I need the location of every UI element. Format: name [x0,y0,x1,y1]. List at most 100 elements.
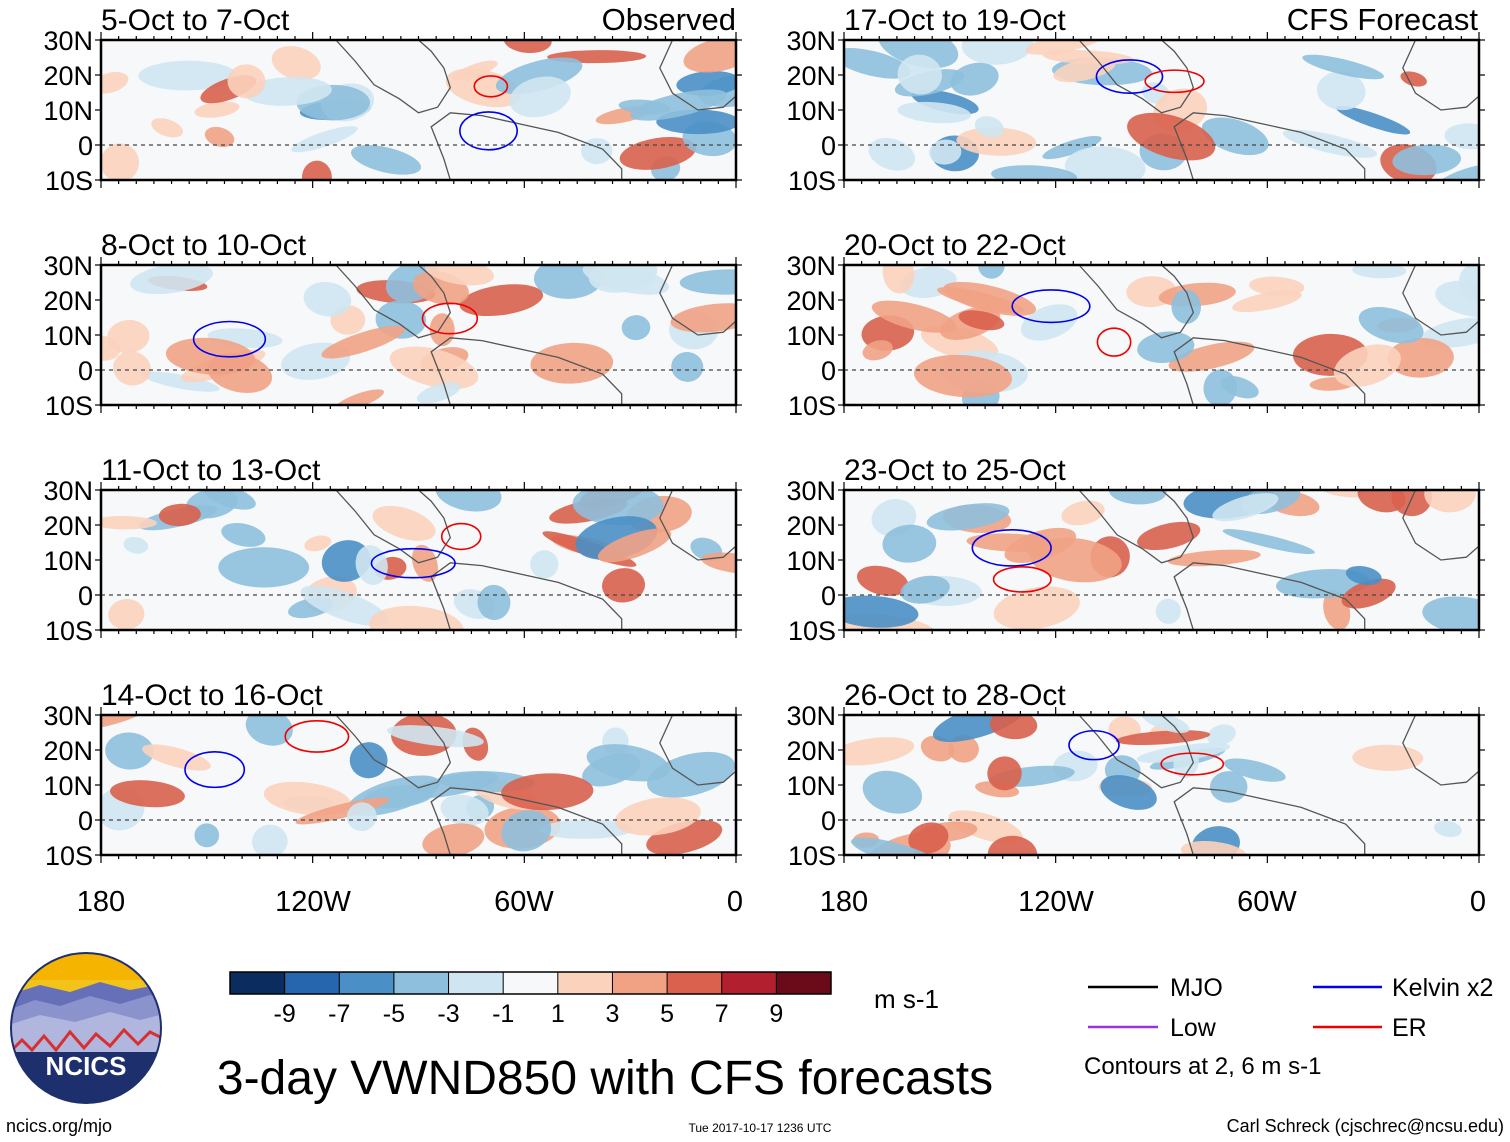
anomaly-blob [151,118,183,138]
anomaly-blob [1115,730,1211,746]
anomaly-blob [389,346,479,390]
legend-er-label: ER [1392,1014,1427,1042]
coastline-africa [1402,265,1479,336]
lat-label: 10S [788,841,836,871]
lat-label: 30N [786,701,836,731]
anomaly-blob [948,810,1023,844]
anomaly-blob [194,823,220,848]
anomaly-blob [416,382,461,404]
lat-label: 20N [43,286,93,316]
lat-label: 20N [43,61,93,91]
lat-label: 0 [821,131,836,161]
anomaly-blob [271,46,321,81]
lat-label: 20N [786,61,836,91]
lat-label: 0 [821,356,836,386]
anomaly-blob [1042,135,1102,160]
lon-label: 60W [1237,886,1297,918]
lat-label: 10S [45,391,93,421]
lat-label: 30N [786,476,836,506]
er-contour [473,75,509,98]
lon-label: 60W [494,886,554,918]
anomaly-blob [1345,565,1382,586]
colorbar-tick-label: -5 [383,1000,405,1028]
er-contour [440,522,482,551]
map-panel: 11-Oct to 13-Oct 30N 20N 10N 0 10S [43,454,742,646]
lat-label: 10S [788,166,836,196]
anomaly-blob [1206,724,1236,746]
colorbar-swatch [776,972,832,994]
anomaly-blob [1302,54,1384,80]
map-panel: 14-Oct to 16-Oct 30N 20N 10N 0 10S [43,679,742,871]
er-contour [421,302,479,335]
anomaly-blob [245,715,293,746]
kelvin-contour [184,750,246,789]
anomaly-blob [349,742,388,779]
lon-label: 120W [275,886,351,918]
coastline-samerica [1173,337,1366,405]
anomaly-blob [597,528,672,563]
colorbar-tick-label: -7 [328,1000,350,1028]
kelvin-contour [459,111,518,151]
anomaly-blob [900,575,950,604]
lon-label: 0 [1470,886,1486,918]
kelvin-contour [192,320,267,358]
anomaly-blob [130,265,213,295]
colorbar-swatch [448,972,504,994]
anomaly-blob [920,735,955,762]
coastline-mexico [1078,490,1195,564]
anomaly-blob [1392,144,1462,176]
anomaly-blob [110,780,185,808]
anomaly-blob [101,71,129,94]
website-link[interactable]: ncics.org/mjo [6,1116,112,1136]
anomaly-blob [1155,598,1181,624]
anomaly-blob [1232,290,1302,313]
colorbar-tick-label: -9 [274,1000,296,1028]
lat-label: 0 [821,806,836,836]
legend-mjo-label: MJO [1170,974,1223,1002]
anomaly-blob [850,837,941,855]
anomaly-blob [459,284,544,317]
anomaly-blob [1341,578,1396,609]
kelvin-contour [971,529,1052,567]
figure-title: 3-day VWND850 with CFS forecasts [217,1052,993,1105]
anomaly-blob [372,505,436,541]
cfs-forecast-header: CFS Forecast [1287,2,1479,37]
anomaly-blob [926,503,1010,531]
lon-label: 0 [727,886,743,918]
lat-label: 20N [786,736,836,766]
anomaly-blob [218,547,310,588]
anomaly-blob [856,565,909,596]
panel-period-label: 20-Oct to 22-Oct [844,229,1066,262]
lat-label: 10S [788,391,836,421]
lat-label: 20N [786,511,836,541]
anomaly-blob [1422,596,1479,630]
lat-label: 10N [786,546,836,576]
lat-label: 30N [786,251,836,281]
legend-low-label: Low [1170,1014,1217,1042]
map-panel: 8-Oct to 10-Oct 30N 20N 10N 0 10S [43,229,742,421]
lon-label: 180 [77,886,125,918]
anomaly-blob [1352,265,1407,279]
anomaly-blob [1127,112,1216,161]
anomaly-blob [1042,50,1134,65]
map-panel: 20-Oct to 22-Oct 30N 20N 10N 0 10S [786,229,1485,421]
anomaly-blob [495,57,583,95]
anomaly-blob [509,76,571,118]
contour-note: Contours at 2, 6 m s-1 [1084,1053,1321,1080]
anomaly-blob [1424,490,1476,513]
anomaly-blob [300,585,389,627]
map-panel: 26-Oct to 28-Oct 30N 20N 10N 0 10S [786,679,1485,871]
anomaly-blob [844,737,915,766]
anomaly-blob [101,143,139,180]
anomaly-blob [321,325,405,359]
anomaly-blob [601,568,646,603]
lat-label: 30N [43,26,93,56]
lat-label: 0 [78,581,93,611]
anomaly-blob [1025,40,1107,55]
anomaly-blob [422,823,485,855]
lon-label: 120W [1018,886,1094,918]
anomaly-blob [429,313,455,347]
anomaly-blob [243,76,332,106]
colorbar-swatch [721,972,777,994]
anomaly-blob [386,725,484,748]
